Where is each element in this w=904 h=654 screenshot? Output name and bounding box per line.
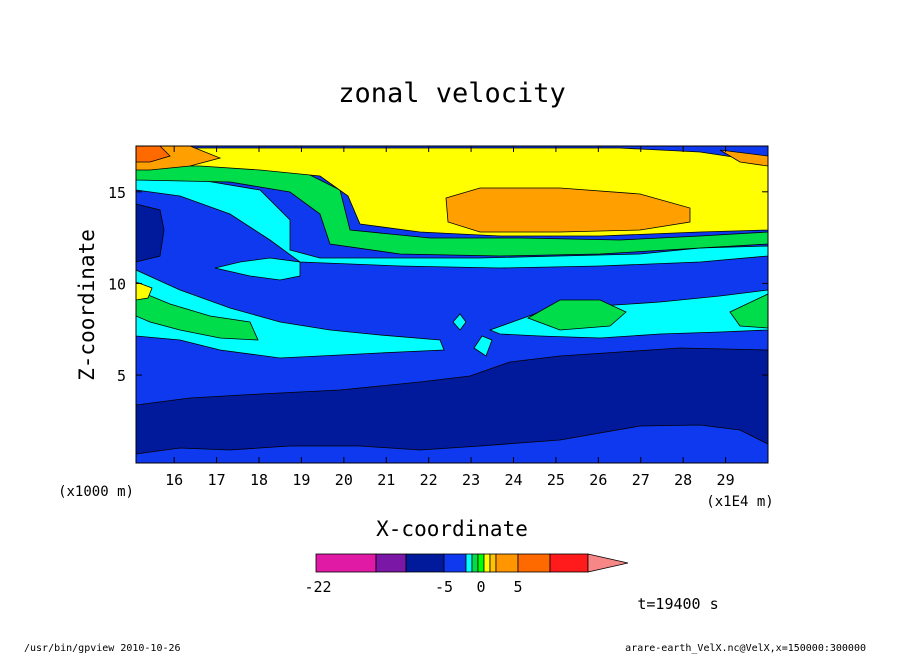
x-tick-label: 21	[377, 471, 395, 489]
colorbar-segment	[518, 554, 550, 572]
x-axis-label: X-coordinate	[376, 517, 528, 541]
x-tick-label: 29	[717, 471, 735, 489]
colorbar-segment	[444, 554, 466, 572]
x-tick-label: 27	[632, 471, 650, 489]
x-tick-label: 25	[547, 471, 565, 489]
colorbar-arrow	[588, 554, 628, 572]
x-tick-label: 17	[208, 471, 226, 489]
colorbar-labels: -22 -5 0 5	[304, 578, 522, 596]
x-tick-label: 23	[462, 471, 480, 489]
x-tick-label: 28	[674, 471, 692, 489]
colorbar-segment	[496, 554, 518, 572]
colorbar-segment	[376, 554, 406, 572]
plot-area: 16 17 18 19 20 21 22 23 24 25 26 27 28 29 5 10 15	[108, 146, 768, 489]
colorbar-segment	[466, 554, 472, 572]
y-axis-unit: (x1000 m)	[58, 484, 134, 500]
x-tick-label: 24	[504, 471, 522, 489]
colorbar-label: 5	[513, 578, 522, 596]
colorbar-segment	[406, 554, 444, 572]
chart-title: zonal velocity	[338, 78, 566, 109]
y-tick-label: 10	[108, 275, 126, 293]
contour-field	[136, 146, 768, 463]
x-tick-label: 16	[165, 471, 183, 489]
colorbar-segment	[316, 554, 376, 572]
colorbar-segment	[484, 554, 490, 572]
colorbar-label: -5	[435, 578, 453, 596]
y-axis-label: Z-coordinate	[75, 229, 99, 381]
colorbar-segment	[472, 554, 478, 572]
colorbar-label: -22	[304, 578, 331, 596]
x-tick-label: 26	[589, 471, 607, 489]
x-tick-label: 22	[420, 471, 438, 489]
footer-left: /usr/bin/gpview 2010-10-26	[24, 643, 181, 654]
contour-left-dark	[136, 204, 164, 262]
y-tick-label: 5	[117, 367, 126, 385]
colorbar-segment	[550, 554, 588, 572]
x-tick-label: 20	[335, 471, 353, 489]
x-tick-label: 19	[292, 471, 310, 489]
x-tick-label: 18	[250, 471, 268, 489]
colorbar-segment	[490, 554, 496, 572]
x-axis-unit: (x1E4 m)	[706, 494, 773, 510]
colorbar-label: 0	[476, 578, 485, 596]
footer-right: arare-earth_VelX.nc@VelX,x=150000:300000	[625, 643, 866, 654]
y-tick-label: 15	[108, 184, 126, 202]
colorbar-segment	[478, 554, 484, 572]
colorbar	[316, 554, 628, 572]
time-annotation: t=19400 s	[637, 595, 718, 613]
